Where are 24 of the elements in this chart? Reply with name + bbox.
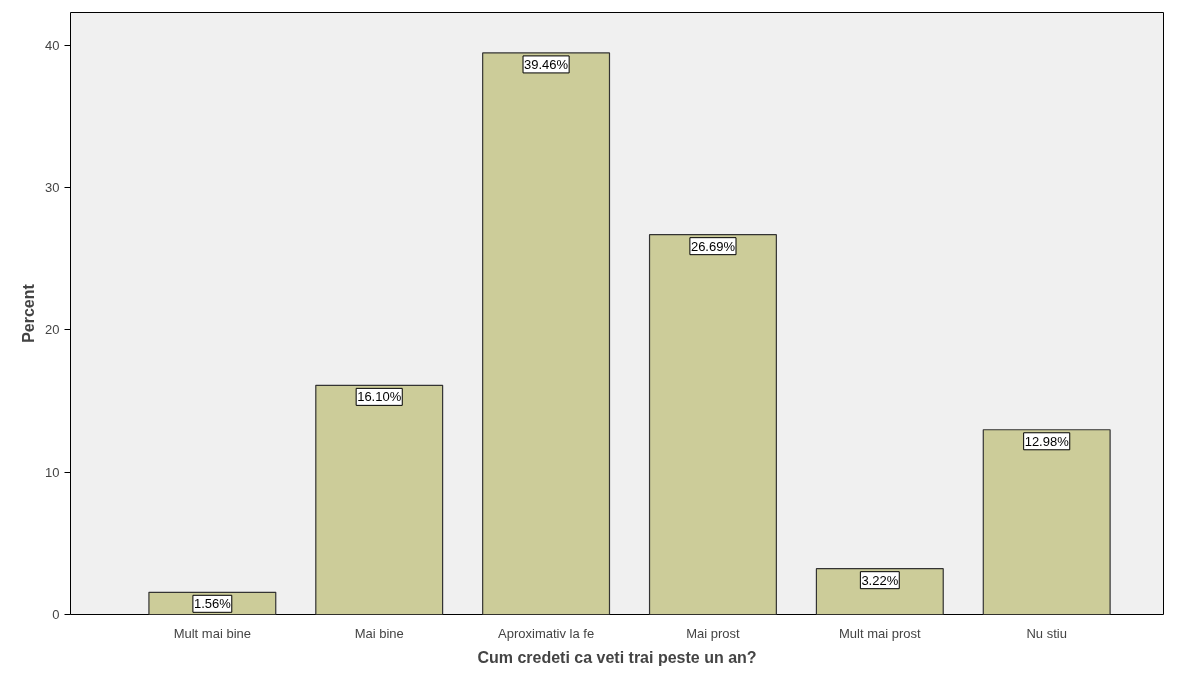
bar bbox=[482, 52, 611, 615]
y-axis-title: Percent bbox=[20, 283, 38, 343]
y-tick-label: 30 bbox=[45, 180, 60, 196]
data-label: 26.69% bbox=[690, 238, 736, 254]
data-label: 3.22% bbox=[861, 572, 899, 588]
x-tick-label: Aproximativ la fe bbox=[498, 625, 595, 641]
bar bbox=[815, 568, 944, 615]
x-tick-label: Nu stiu bbox=[1026, 625, 1067, 641]
x-axis-title: Cum credeti ca veti trai peste un an? bbox=[477, 648, 757, 666]
y-tick-label: 40 bbox=[45, 37, 60, 53]
data-label: 1.56% bbox=[193, 596, 232, 612]
bar bbox=[982, 429, 1111, 615]
data-label: 39.46% bbox=[524, 56, 569, 72]
x-tick-label: Mult mai bine bbox=[173, 625, 251, 641]
data-label: 16.10% bbox=[357, 389, 402, 405]
y-tick-label: 20 bbox=[45, 322, 60, 338]
bar bbox=[315, 384, 444, 615]
data-label: 12.98% bbox=[1024, 433, 1070, 449]
x-tick-label: Mult mai prost bbox=[839, 625, 922, 641]
x-tick-label: Mai bine bbox=[354, 625, 404, 641]
y-tick-label: 0 bbox=[52, 607, 60, 622]
y-tick-label: 10 bbox=[45, 464, 60, 480]
x-tick-label: Mai prost bbox=[686, 625, 741, 641]
bar bbox=[648, 234, 777, 615]
